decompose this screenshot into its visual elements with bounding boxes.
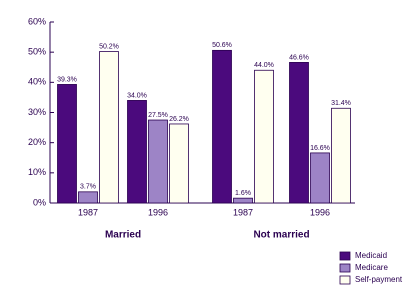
value-label: 16.6% bbox=[310, 145, 330, 152]
x-tick-label: 1987 bbox=[78, 207, 98, 217]
legend-swatch bbox=[339, 251, 351, 261]
y-tick-label: 60% bbox=[28, 16, 46, 26]
y-tick-label: 20% bbox=[28, 137, 46, 147]
value-label: 44.0% bbox=[254, 62, 274, 69]
bar bbox=[289, 62, 309, 204]
y-tick-label: 30% bbox=[28, 107, 46, 117]
group-label: Not married bbox=[253, 230, 309, 241]
value-label: 34.0% bbox=[127, 92, 147, 99]
bar bbox=[127, 100, 147, 204]
value-label: 31.4% bbox=[331, 100, 351, 107]
value-label: 50.6% bbox=[212, 42, 232, 49]
value-label: 50.2% bbox=[99, 43, 119, 50]
value-label: 46.6% bbox=[289, 54, 309, 61]
bar bbox=[99, 51, 119, 204]
x-tick-label: 1987 bbox=[233, 207, 253, 217]
legend-label: Medicare bbox=[355, 263, 388, 272]
value-label: 1.6% bbox=[235, 190, 251, 197]
y-tick-label: 0% bbox=[33, 197, 46, 207]
legend-swatch bbox=[339, 275, 351, 285]
bar bbox=[57, 84, 77, 204]
legend-swatch bbox=[339, 263, 351, 273]
value-label: 3.7% bbox=[80, 184, 96, 191]
value-label: 39.3% bbox=[57, 76, 77, 83]
legend-label: Self-payment bbox=[355, 275, 403, 284]
bar bbox=[331, 107, 351, 204]
group-label: Married bbox=[105, 230, 141, 241]
bar bbox=[233, 197, 253, 204]
x-tick-label: 1996 bbox=[148, 207, 168, 217]
y-tick-label: 40% bbox=[28, 77, 46, 87]
bar bbox=[148, 119, 168, 204]
bar bbox=[169, 123, 189, 204]
bar bbox=[212, 49, 232, 204]
y-tick-label: 50% bbox=[28, 47, 46, 57]
value-label: 27.5% bbox=[148, 112, 168, 119]
bar bbox=[254, 69, 274, 204]
bar bbox=[310, 152, 330, 204]
value-label: 26.2% bbox=[169, 116, 189, 123]
legend-label: Medicaid bbox=[355, 251, 387, 260]
y-tick-label: 10% bbox=[28, 167, 46, 177]
x-tick-label: 1996 bbox=[310, 207, 330, 217]
bar bbox=[78, 191, 98, 204]
